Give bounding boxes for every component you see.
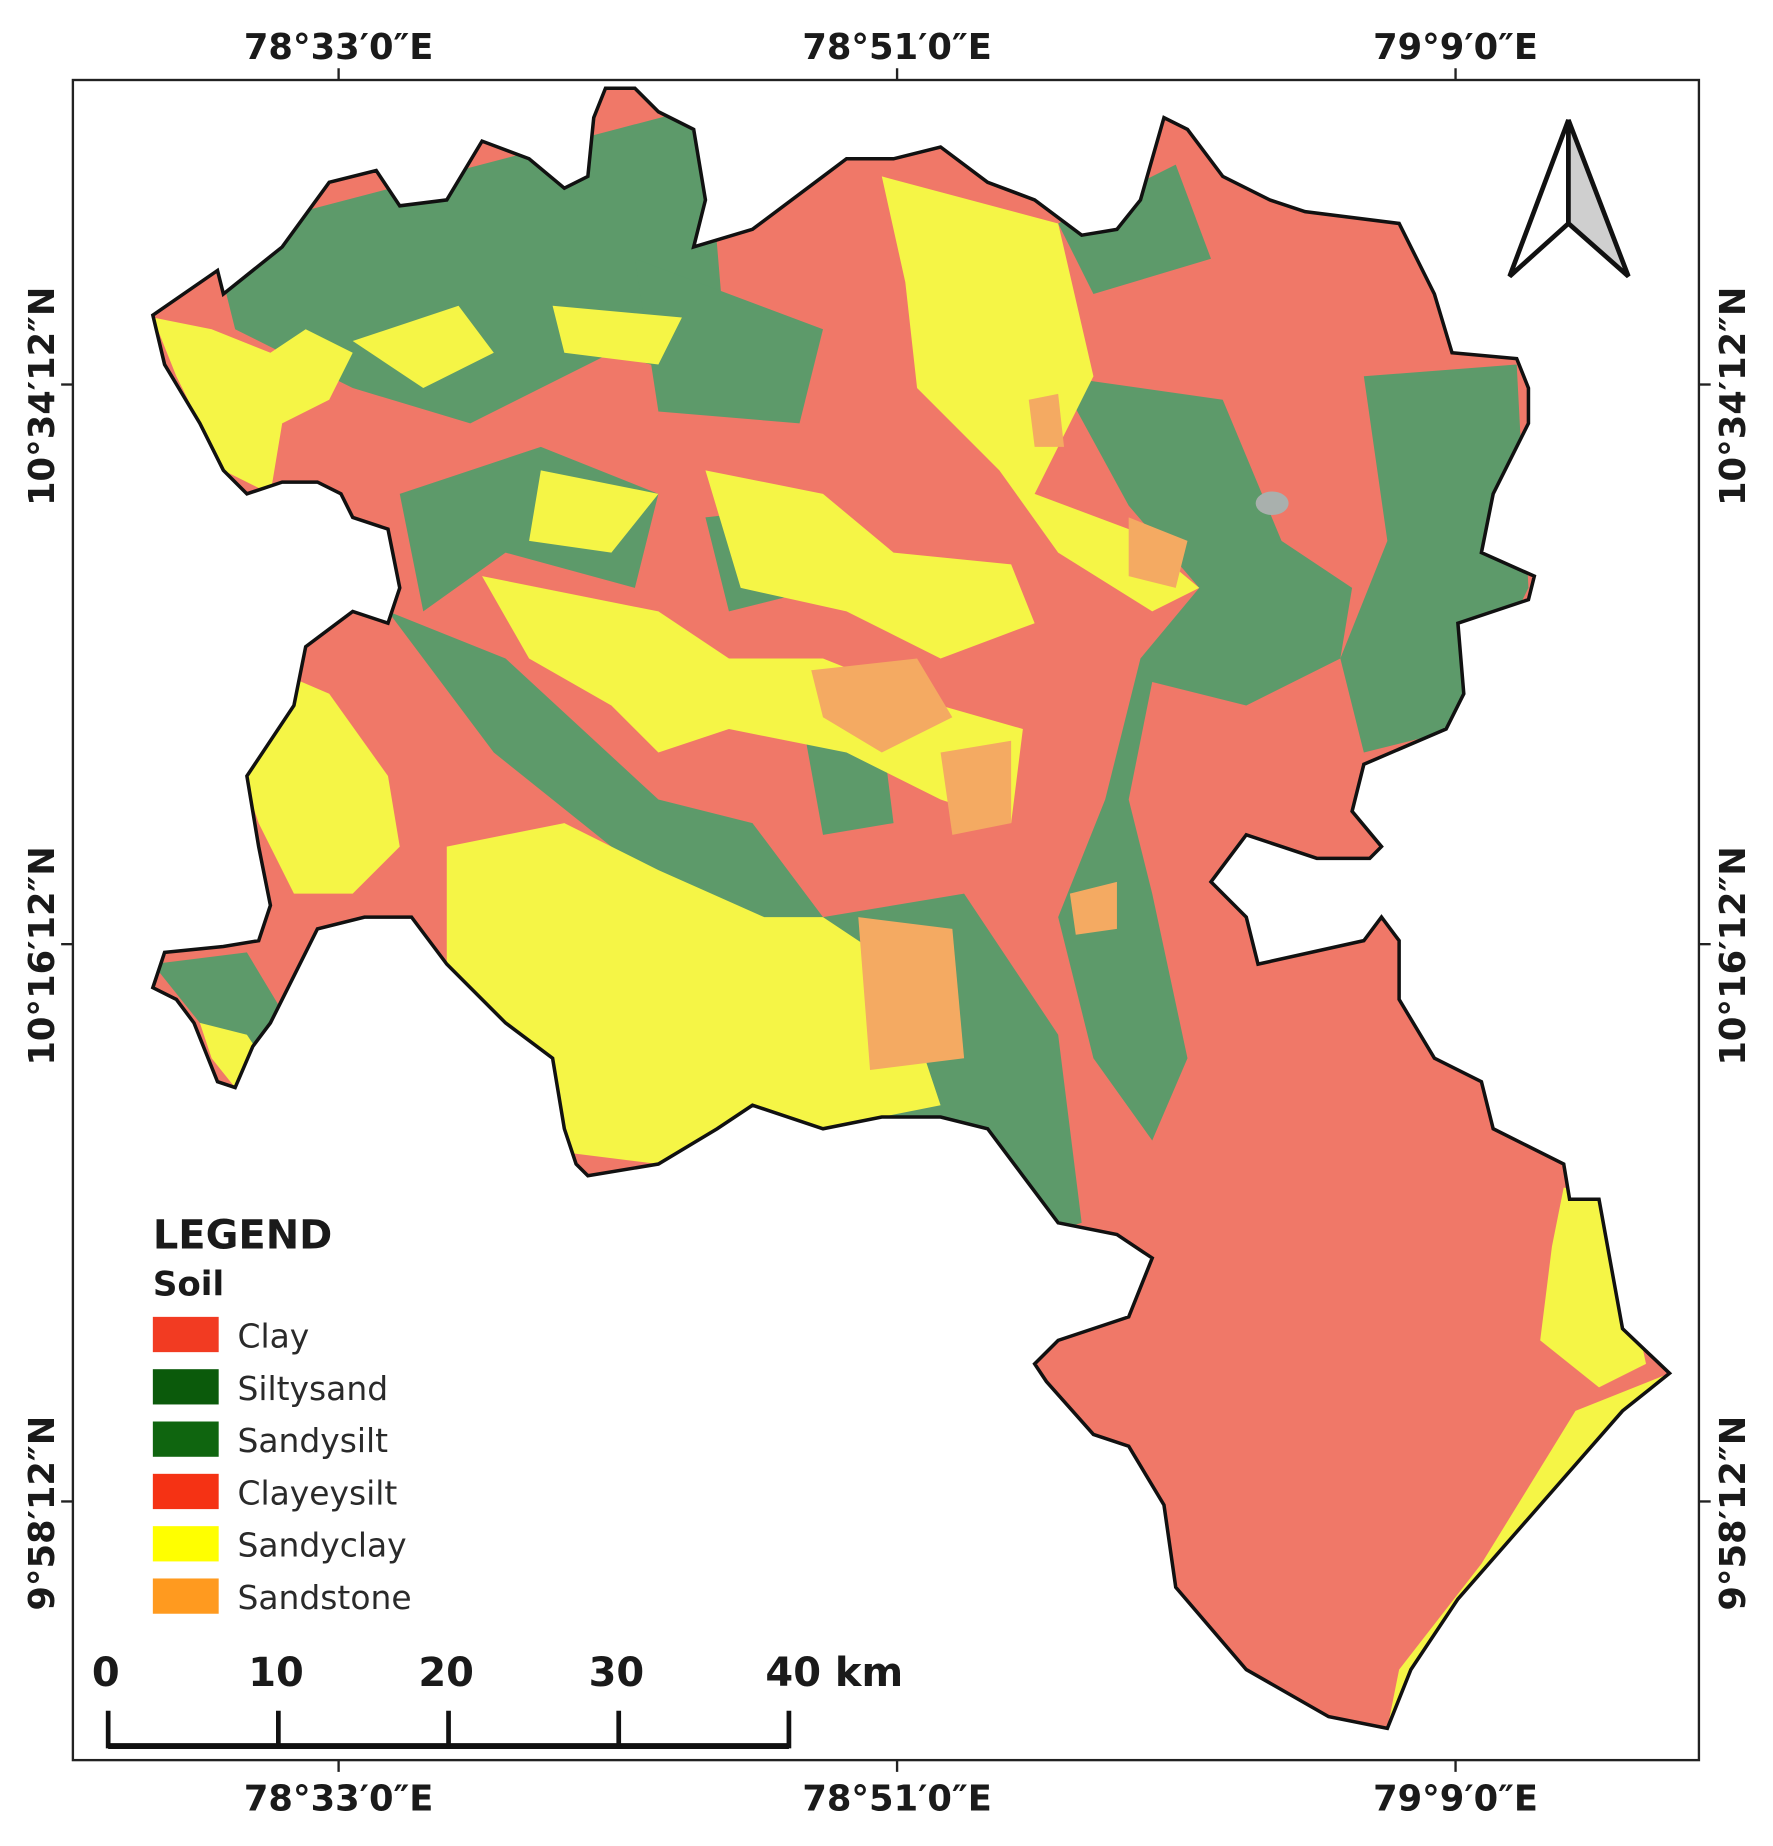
legend-label: Sandstone: [237, 1578, 411, 1617]
legend-swatch: [152, 1316, 219, 1353]
legend-swatch: [152, 1526, 219, 1562]
scale-label: 0: [92, 1650, 120, 1696]
water-body: [1255, 491, 1289, 516]
legend-label: Sandysilt: [237, 1421, 388, 1460]
legend-swatch: [152, 1473, 219, 1510]
soil-map: [152, 88, 1670, 1729]
legend-swatch: [152, 1421, 219, 1457]
graticule-labels: 78°33′0″E 78°33′0″E 78°51′0″E 78°51′0″E 79°9…: [22, 27, 1754, 1820]
legend-swatch: [152, 1578, 219, 1614]
legend-subtitle: Soil: [153, 1265, 224, 1305]
latitude-label: 10°34′12″N: [1713, 287, 1754, 506]
map-frame: [71, 78, 1701, 1762]
longitude-label: 79°9′0″E: [1373, 27, 1538, 68]
longitude-label: 78°51′0″E: [802, 27, 991, 68]
scale-label: 40 km: [765, 1650, 903, 1696]
longitude-label: 78°51′0″E: [802, 1779, 991, 1820]
legend-label: Clay: [237, 1316, 309, 1355]
longitude-label: 78°33′0″E: [244, 27, 433, 68]
north-arrow: [1507, 119, 1631, 279]
legend-swatch: [152, 1369, 219, 1405]
legend-items: Clay Siltysand Sandysilt Clayeysilt Sandycla…: [152, 1316, 412, 1617]
latitude-label: 9°58′12″N: [22, 1416, 63, 1611]
latitude-label: 10°34′12″N: [22, 287, 63, 506]
longitude-label: 79°9′0″E: [1373, 1779, 1538, 1820]
legend-label: Siltysand: [237, 1369, 388, 1408]
scale-bar: 0 10 20 30 40 km: [92, 1650, 903, 1749]
scale-label: 20: [418, 1650, 474, 1696]
latitude-label: 9°58′12″N: [1713, 1416, 1754, 1611]
latitude-label: 10°16′12″N: [1713, 846, 1754, 1065]
legend-label: Clayeysilt: [237, 1473, 397, 1512]
scale-label: 30: [589, 1650, 645, 1696]
legend-title: LEGEND: [153, 1213, 333, 1259]
legend-label: Sandyclay: [237, 1526, 406, 1565]
legend: LEGEND Soil Clay Siltysand Sandysilt Clayey…: [152, 1213, 412, 1617]
sandstone-areas: [811, 393, 1188, 1070]
longitude-label: 78°33′0″E: [244, 1779, 433, 1820]
scale-label: 10: [248, 1650, 304, 1696]
latitude-label: 10°16′12″N: [22, 846, 63, 1065]
